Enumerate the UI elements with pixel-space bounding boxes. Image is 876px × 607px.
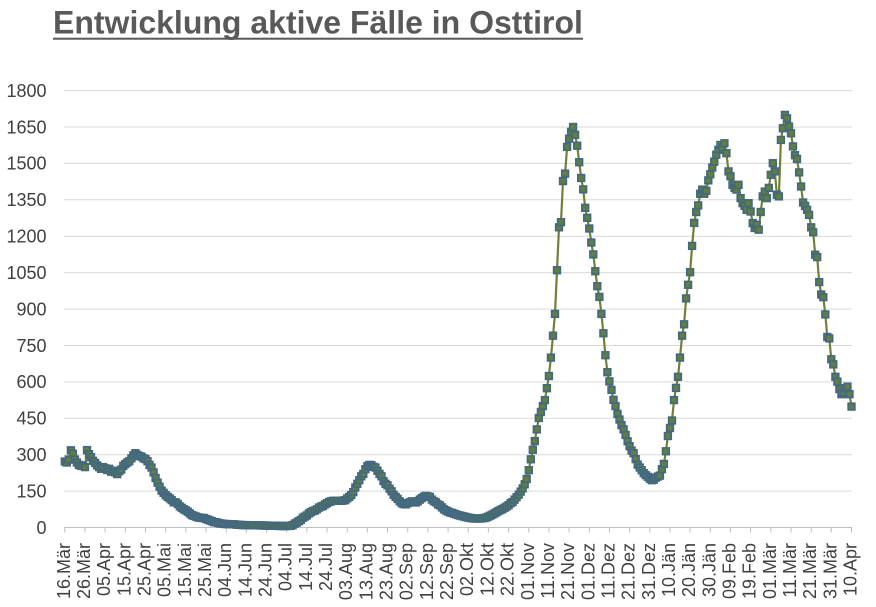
svg-text:13.Aug: 13.Aug <box>356 543 376 600</box>
svg-text:23.Aug: 23.Aug <box>377 543 397 600</box>
svg-text:21.Nov: 21.Nov <box>558 543 578 600</box>
svg-text:Entwicklung aktive Fälle in Os: Entwicklung aktive Fälle in Osttirol <box>53 5 583 41</box>
svg-text:12.Okt: 12.Okt <box>477 543 497 596</box>
svg-text:09.Feb: 09.Feb <box>720 543 740 599</box>
svg-text:10.Apr: 10.Apr <box>841 543 861 596</box>
svg-text:31.Dez: 31.Dez <box>639 543 659 600</box>
svg-text:02.Okt: 02.Okt <box>457 543 477 596</box>
svg-text:14.Jun: 14.Jun <box>235 543 255 597</box>
svg-text:05.Mai: 05.Mai <box>155 543 175 597</box>
svg-text:02.Sep: 02.Sep <box>397 543 417 600</box>
svg-text:1200: 1200 <box>6 227 46 247</box>
svg-text:24.Jun: 24.Jun <box>256 543 276 597</box>
svg-text:1800: 1800 <box>6 81 46 101</box>
svg-text:600: 600 <box>16 372 46 392</box>
svg-text:450: 450 <box>16 409 46 429</box>
svg-text:1650: 1650 <box>6 117 46 137</box>
svg-text:04.Jul: 04.Jul <box>276 543 296 591</box>
svg-text:1050: 1050 <box>6 263 46 283</box>
svg-text:12.Sep: 12.Sep <box>417 543 437 600</box>
svg-text:11.Mär: 11.Mär <box>780 543 800 598</box>
svg-text:150: 150 <box>16 481 46 501</box>
svg-text:21.Dez: 21.Dez <box>619 543 639 600</box>
svg-text:11.Nov: 11.Nov <box>538 543 558 599</box>
svg-text:16.Mär: 16.Mär <box>54 543 74 599</box>
svg-text:300: 300 <box>16 445 46 465</box>
svg-text:24.Jul: 24.Jul <box>316 543 336 591</box>
svg-text:14.Jul: 14.Jul <box>296 543 316 591</box>
svg-text:22.Okt: 22.Okt <box>498 543 518 596</box>
svg-text:31.Mär: 31.Mär <box>820 543 840 599</box>
svg-text:01.Nov: 01.Nov <box>518 543 538 600</box>
svg-text:05.Apr: 05.Apr <box>94 543 114 596</box>
svg-text:750: 750 <box>16 336 46 356</box>
svg-text:01.Mär: 01.Mär <box>760 543 780 599</box>
svg-text:900: 900 <box>16 299 46 319</box>
svg-text:1350: 1350 <box>6 190 46 210</box>
svg-text:25.Apr: 25.Apr <box>135 543 155 596</box>
svg-text:04.Jun: 04.Jun <box>215 543 235 597</box>
svg-text:19.Feb: 19.Feb <box>740 543 760 599</box>
svg-text:10.Jän: 10.Jän <box>659 543 679 597</box>
svg-text:21.Mär: 21.Mär <box>800 543 820 599</box>
svg-text:25.Mai: 25.Mai <box>195 543 215 597</box>
svg-text:11.Dez: 11.Dez <box>598 543 618 599</box>
svg-text:20.Jän: 20.Jän <box>679 543 699 597</box>
svg-text:01.Dez: 01.Dez <box>578 543 598 600</box>
svg-text:1500: 1500 <box>6 154 46 174</box>
svg-text:0: 0 <box>36 518 46 538</box>
svg-text:26.Mär: 26.Mär <box>74 543 94 599</box>
svg-text:15.Apr: 15.Apr <box>114 543 134 596</box>
svg-text:30.Jän: 30.Jän <box>699 543 719 597</box>
svg-text:15.Mai: 15.Mai <box>175 543 195 597</box>
svg-text:22.Sep: 22.Sep <box>437 543 457 600</box>
svg-text:03.Aug: 03.Aug <box>336 543 356 600</box>
